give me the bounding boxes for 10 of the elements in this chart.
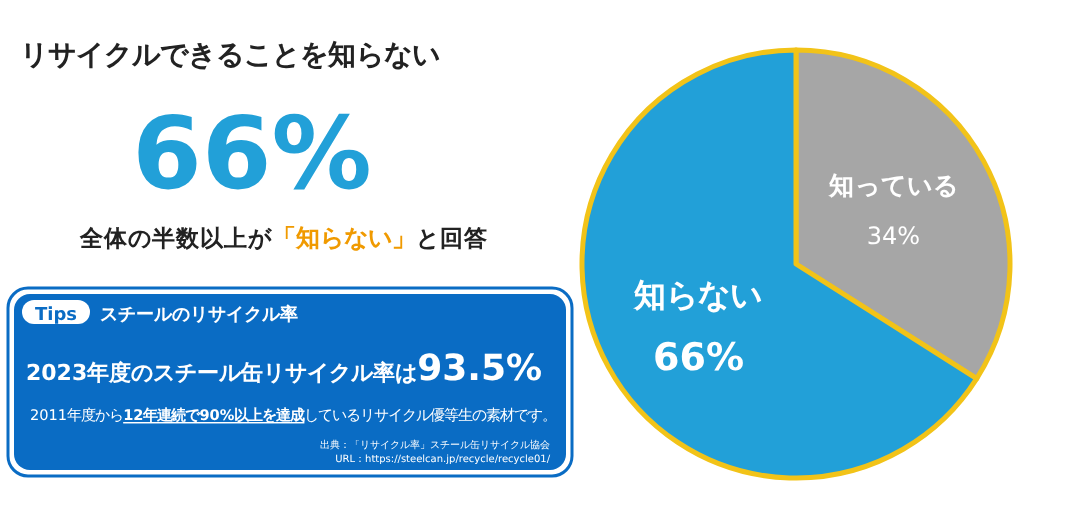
data-label: 66% (653, 335, 744, 380)
slice-label: 知らない (632, 275, 763, 314)
text: 2023年度のスチール缶リサイクル率は93.5% (26, 348, 543, 390)
text: 66% (132, 96, 372, 212)
slice-label: 知っている (826, 170, 959, 201)
data-label: 34% (866, 222, 921, 251)
text: スチールのリサイクル率 (100, 304, 298, 326)
text: リサイクルできることを知らない (20, 40, 440, 72)
text: Tips (34, 306, 78, 326)
text: 全体の半数以上が「知らない」と回答 (78, 224, 488, 252)
